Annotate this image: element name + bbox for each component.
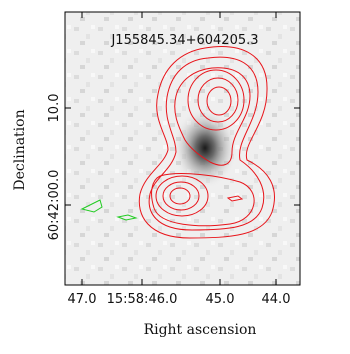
x-tick-label: 47.0	[68, 292, 97, 307]
y-tick-label: 60:42:00.0	[47, 170, 62, 241]
x-axis-label: Right ascension	[144, 322, 257, 338]
title: J155845.34+604205.3	[110, 33, 258, 48]
x-tick-label: 45.0	[206, 292, 235, 307]
contours	[80, 46, 275, 239]
y-axis-label: Declination	[12, 109, 28, 190]
x-tick-label: 44.0	[262, 292, 291, 307]
ticks	[65, 12, 300, 285]
plot-frame	[64, 11, 301, 286]
x-tick-label: 15:58:46.0	[107, 292, 178, 307]
image	[65, 12, 300, 285]
y-tick-label: 10.0	[47, 94, 62, 123]
